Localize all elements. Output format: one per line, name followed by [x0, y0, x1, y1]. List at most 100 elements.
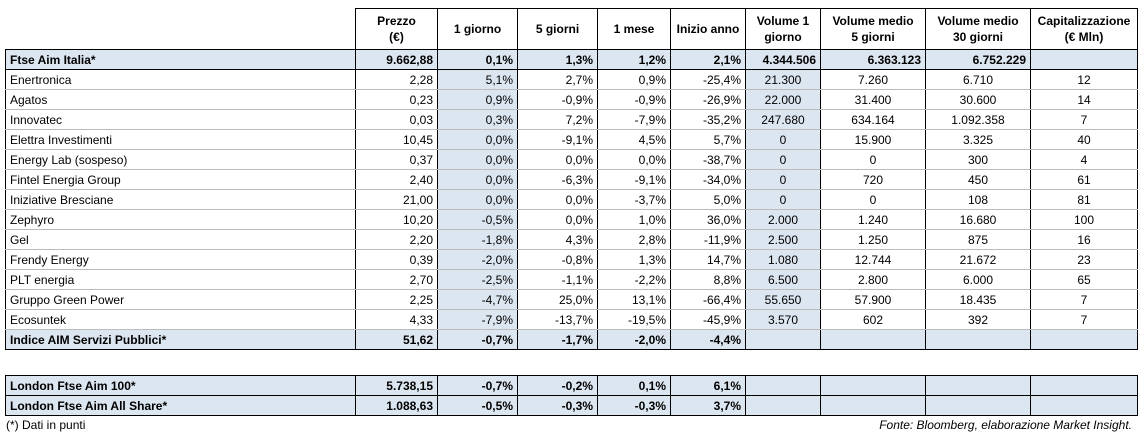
cell: 100: [1030, 209, 1138, 230]
total-row: London Ftse Aim All Share* 1.088,63 -0,5% -…: [5, 395, 1138, 416]
cell: -13,7%: [517, 309, 598, 330]
stock-row: Elettra Investimenti 10,45 0,0% -9,1% 4,5% 5,…: [5, 129, 1138, 150]
header-blank: [5, 8, 356, 50]
stock-row: Frendy Energy 0,39 -2,0% -0,8% 1,3% 14,7% 1.08…: [5, 249, 1138, 270]
cell: 8,8%: [670, 269, 746, 290]
cell: 0,3%: [437, 109, 518, 130]
cell: -1,8%: [437, 229, 518, 250]
cell: [745, 375, 821, 396]
stock-row: Innovatec 0,03 0,3% 7,2% -7,9% -35,2% 247.680 6…: [5, 109, 1138, 130]
cell: 0,1%: [437, 49, 518, 70]
row-name: Frendy Energy: [5, 249, 356, 270]
cell: 1.080: [745, 249, 821, 270]
table-main: Prezzo (€) 1 giorno 5 giorni 1 mese Inizio an…: [5, 8, 1138, 350]
cell: -2,0%: [437, 249, 518, 270]
cell: 7.260: [820, 69, 926, 90]
cell: 2,28: [355, 69, 438, 90]
stock-row: Fintel Energia Group 2,40 0,0% -6,3% -9,1% -3…: [5, 169, 1138, 190]
row-name: London Ftse Aim All Share*: [5, 395, 356, 416]
header-line: giorno: [764, 30, 802, 44]
total-row: Ftse Aim Italia* 9.662,88 0,1% 1,3% 1,2% 2,1%…: [5, 49, 1138, 70]
cell: 4,33: [355, 309, 438, 330]
cell: 602: [820, 309, 926, 330]
header-cell: 1 giorno: [437, 8, 518, 50]
cell: 3,7%: [670, 395, 746, 416]
header-line: Volume 1: [756, 14, 810, 28]
table-london: London Ftse Aim 100* 5.738,15 -0,7% -0,2% 0,…: [5, 375, 1138, 416]
cell: -0,3%: [597, 395, 671, 416]
cell: -3,7%: [597, 189, 671, 210]
cell: 4: [1030, 149, 1138, 170]
cell: -26,9%: [670, 89, 746, 110]
total-row: Indice AIM Servizi Pubblici* 51,62 -0,7% -1…: [5, 329, 1138, 350]
header-line: 1 giorno: [453, 22, 502, 36]
cell: 108: [925, 189, 1031, 210]
cell: 65: [1030, 269, 1138, 290]
cell: 22.000: [745, 89, 821, 110]
cell: 0,0%: [517, 149, 598, 170]
cell: -9,1%: [597, 169, 671, 190]
cell: 0,0%: [437, 129, 518, 150]
cell: -1,7%: [517, 329, 598, 350]
cell: -0,3%: [517, 395, 598, 416]
cell: 81: [1030, 189, 1138, 210]
row-name: Gruppo Green Power: [5, 289, 356, 310]
row-name: Enertronica: [5, 69, 356, 90]
cell: -7,9%: [597, 109, 671, 130]
cell: 2.500: [745, 229, 821, 250]
cell: 6.363.123: [820, 49, 926, 70]
header-line: Volume medio: [937, 14, 1019, 28]
header-cell: Volume medio 5 giorni: [820, 8, 926, 50]
cell: 30.600: [925, 89, 1031, 110]
cell: 14: [1030, 89, 1138, 110]
cell: 1,0%: [597, 209, 671, 230]
cell: 5,1%: [437, 69, 518, 90]
row-name: Ftse Aim Italia*: [5, 49, 356, 70]
cell: 634.164: [820, 109, 926, 130]
cell: 1.250: [820, 229, 926, 250]
cell: -1,1%: [517, 269, 598, 290]
cell: [820, 395, 926, 416]
header-line: (€): [389, 30, 404, 44]
cell: 2,25: [355, 289, 438, 310]
cell: -0,7%: [437, 375, 518, 396]
header-line: 5 giorni: [851, 30, 895, 44]
cell: 0,0%: [437, 169, 518, 190]
row-name: Iniziative Bresciane: [5, 189, 356, 210]
cell: 300: [925, 149, 1031, 170]
cell: -38,7%: [670, 149, 746, 170]
row-name: Fintel Energia Group: [5, 169, 356, 190]
stock-row: Iniziative Bresciane 21,00 0,0% 0,0% -3,7% 5,…: [5, 189, 1138, 210]
cell: 0,37: [355, 149, 438, 170]
cell: -2,2%: [597, 269, 671, 290]
cell: -45,9%: [670, 309, 746, 330]
cell: 3.325: [925, 129, 1031, 150]
stock-row: Gel 2,20 -1,8% 4,3% 2,8% -11,9% 2.500 1.250 875 1…: [5, 229, 1138, 250]
cell: 31.400: [820, 89, 926, 110]
cell: 55.650: [745, 289, 821, 310]
cell: 7: [1030, 309, 1138, 330]
cell: -0,5%: [437, 209, 518, 230]
cell: 450: [925, 169, 1031, 190]
stock-row: Gruppo Green Power 2,25 -4,7% 25,0% 13,1% -66…: [5, 289, 1138, 310]
cell: [1030, 395, 1138, 416]
cell: -0,2%: [517, 375, 598, 396]
cell: [820, 329, 926, 350]
row-name: Zephyro: [5, 209, 356, 230]
cell: [925, 395, 1031, 416]
cell: 0: [745, 169, 821, 190]
cell: [1030, 49, 1138, 70]
cell: 875: [925, 229, 1031, 250]
cell: 1,2%: [597, 49, 671, 70]
cell: 61: [1030, 169, 1138, 190]
cell: [745, 329, 821, 350]
cell: -2,5%: [437, 269, 518, 290]
cell: 2.000: [745, 209, 821, 230]
header-line: 1 mese: [613, 22, 655, 36]
cell: 1.240: [820, 209, 926, 230]
cell: -0,9%: [597, 89, 671, 110]
cell: -0,9%: [517, 89, 598, 110]
cell: 13,1%: [597, 289, 671, 310]
cell: 23: [1030, 249, 1138, 270]
cell: 720: [820, 169, 926, 190]
